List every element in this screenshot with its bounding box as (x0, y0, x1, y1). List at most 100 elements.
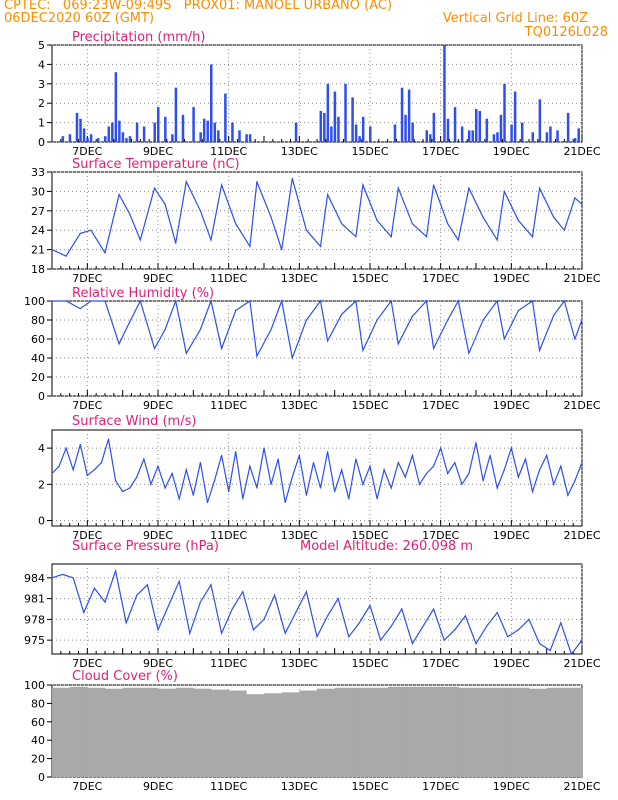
precip-bar (199, 132, 202, 142)
data-point (422, 625, 424, 627)
data-point (517, 309, 520, 312)
precip-bar (460, 126, 464, 142)
cloud-bar (317, 688, 336, 777)
data-point (517, 476, 520, 478)
cloud-bar (211, 689, 230, 777)
cloud-bar (175, 687, 194, 777)
precip-bar (248, 134, 252, 142)
data-point (560, 622, 562, 624)
panel-frame (51, 300, 583, 397)
x-tick-label: 15DEC (351, 145, 388, 158)
data-point (305, 591, 307, 593)
panel-title: Surface Pressure (hPa) (72, 539, 219, 554)
cloud-bar (352, 687, 371, 777)
precip-bar (393, 124, 397, 142)
data-point (185, 469, 187, 471)
x-tick-label: 11DEC (210, 780, 247, 793)
data-point (524, 458, 527, 460)
data-point (157, 465, 159, 467)
data-point (510, 447, 512, 449)
y-tick-label: 100 (24, 679, 45, 692)
data-point (362, 349, 364, 351)
data-point (549, 649, 551, 652)
data-point (553, 314, 555, 316)
x-tick-label: 17DEC (422, 529, 459, 542)
data-point (136, 594, 138, 596)
y-tick-label: 0 (38, 515, 45, 528)
data-point (199, 328, 201, 331)
y-tick-label: 0 (38, 136, 45, 149)
data-point (563, 300, 565, 302)
precip-bar (192, 107, 195, 142)
data-point (79, 308, 81, 310)
precip-bar (531, 132, 535, 142)
precip-bar (118, 120, 121, 142)
data-point (284, 632, 286, 634)
data-point (528, 618, 530, 620)
cloud-bar (105, 688, 124, 777)
data-point (411, 454, 413, 456)
precip-bar (510, 124, 513, 142)
data-point (122, 490, 124, 493)
data-point (404, 476, 406, 478)
cloud-bar (228, 690, 247, 777)
x-tick-label: 9DEC (143, 657, 173, 670)
data-point (440, 447, 442, 449)
precip-bar (171, 134, 174, 142)
data-point (281, 300, 283, 302)
precip-bar (174, 87, 178, 142)
precip-bar (294, 122, 298, 142)
y-tick-label: 1 (38, 117, 45, 130)
data-point (175, 300, 177, 302)
cloud-bar (52, 687, 71, 777)
x-tick-label: 11DEC (210, 529, 247, 542)
data-point (221, 632, 223, 634)
data-point (281, 249, 283, 251)
data-point (411, 315, 413, 317)
data-point (298, 454, 300, 456)
data-point (457, 239, 459, 241)
data-point (291, 177, 293, 180)
x-tick-label: 7DEC (72, 145, 102, 158)
precip-bar (499, 114, 503, 142)
data-point (539, 643, 541, 645)
precip-bar (61, 136, 65, 142)
data-point (397, 343, 399, 345)
data-point (210, 239, 212, 241)
x-tick-label: 9DEC (143, 145, 173, 158)
y-tick-label: 2 (38, 478, 45, 491)
precip-bar (369, 126, 372, 142)
y-tick-label: 33 (31, 166, 45, 179)
precip-bar (217, 130, 220, 142)
data-point (51, 300, 53, 302)
y-tick-label: 981 (24, 593, 45, 606)
data-point (390, 487, 392, 489)
data-point (319, 300, 322, 302)
data-point (418, 483, 421, 485)
precip-bar (333, 91, 337, 142)
y-tick-label: 4 (38, 58, 45, 71)
data-point (574, 480, 576, 482)
y-tick-label: 80 (31, 314, 45, 327)
panel-title: Surface Temperature (nC) (72, 157, 240, 172)
precip-bar (231, 122, 234, 142)
panel-frame (51, 171, 583, 270)
data-point (164, 328, 166, 331)
precip-bar (319, 110, 323, 142)
data-point (199, 601, 201, 603)
data-point (454, 462, 456, 464)
precip-bar (107, 126, 111, 142)
data-point (104, 300, 106, 302)
data-point (270, 483, 272, 485)
precip-bar (443, 45, 446, 142)
y-tick-label: 80 (31, 697, 45, 710)
data-point (334, 490, 336, 493)
panel-4 (47, 429, 583, 527)
y-tick-label: 18 (31, 263, 45, 276)
data-point (270, 216, 272, 218)
data-point (242, 591, 244, 593)
precip-bar (96, 138, 100, 142)
x-tick-label: 19DEC (493, 145, 530, 158)
data-point (517, 629, 520, 631)
data-point (185, 181, 187, 183)
